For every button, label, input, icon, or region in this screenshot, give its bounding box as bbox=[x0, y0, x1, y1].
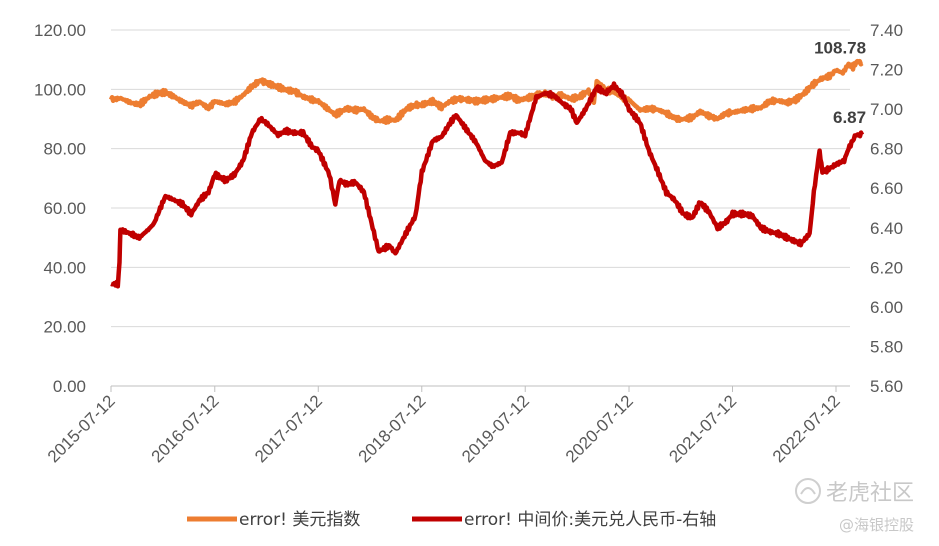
right-tick-label: 6.20 bbox=[870, 258, 903, 277]
left-tick-label: 0.00 bbox=[53, 377, 86, 396]
x-tick-label: 2018-07-12 bbox=[355, 391, 430, 466]
right-tick-label: 6.60 bbox=[870, 179, 903, 198]
x-tick-label: 2015-07-12 bbox=[44, 391, 119, 466]
usdcny-end-label: 6.87 bbox=[833, 108, 866, 127]
usdcny-line bbox=[109, 81, 865, 289]
right-tick-label: 7.40 bbox=[870, 21, 903, 40]
right-tick-label: 5.60 bbox=[870, 377, 903, 396]
left-tick-label: 100.00 bbox=[34, 80, 86, 99]
right-tick-label: 7.00 bbox=[870, 100, 903, 119]
x-tick-label: 2016-07-12 bbox=[148, 391, 223, 466]
tiger-logo-icon bbox=[795, 478, 821, 504]
left-tick-label: 20.00 bbox=[43, 318, 86, 337]
legend-label-usdcny: error! 中间价:美元兑人民币-右轴 bbox=[464, 510, 716, 530]
right-tick-label: 6.40 bbox=[870, 219, 903, 238]
legend: error! 美元指数 error! 中间价:美元兑人民币-右轴 bbox=[187, 510, 716, 530]
left-tick-label: 60.00 bbox=[43, 199, 86, 218]
x-tick-label: 2020-07-12 bbox=[562, 391, 637, 466]
x-tick-label: 2022-07-12 bbox=[769, 391, 844, 466]
x-tick-label: 2021-07-12 bbox=[665, 391, 740, 466]
watermark-main: 老虎社区 bbox=[826, 481, 914, 506]
usd-index-line bbox=[108, 58, 864, 125]
right-tick-label: 6.80 bbox=[870, 140, 903, 159]
right-tick-label: 5.80 bbox=[870, 337, 903, 356]
legend-label-usd-index: error! 美元指数 bbox=[239, 510, 360, 530]
end-labels: 108.78 6.87 bbox=[814, 38, 866, 127]
right-tick-label: 7.20 bbox=[870, 61, 903, 80]
x-tick-label: 2017-07-12 bbox=[251, 391, 326, 466]
left-tick-label: 80.00 bbox=[43, 140, 86, 159]
usd-index-end-label: 108.78 bbox=[814, 38, 866, 57]
gridlines bbox=[111, 29, 850, 387]
left-axis-ticks: 0.00 20.00 40.00 60.00 80.00 100.00 120.00 bbox=[34, 21, 86, 396]
series-layer bbox=[108, 58, 865, 289]
x-axis: 2015-07-12 2016-07-12 2017-07-12 2018-07-12… bbox=[44, 385, 850, 466]
right-tick-label: 6.00 bbox=[870, 298, 903, 317]
watermark: 老虎社区 @海银控股 bbox=[795, 478, 914, 534]
x-tick-label: 2019-07-12 bbox=[458, 391, 533, 466]
watermark-sub: @海银控股 bbox=[839, 516, 914, 534]
right-axis-ticks: 5.60 5.80 6.00 6.20 6.40 6.60 6.80 7.00 7.20 7.40 bbox=[870, 21, 903, 396]
left-tick-label: 40.00 bbox=[43, 258, 86, 277]
left-tick-label: 120.00 bbox=[34, 21, 86, 40]
